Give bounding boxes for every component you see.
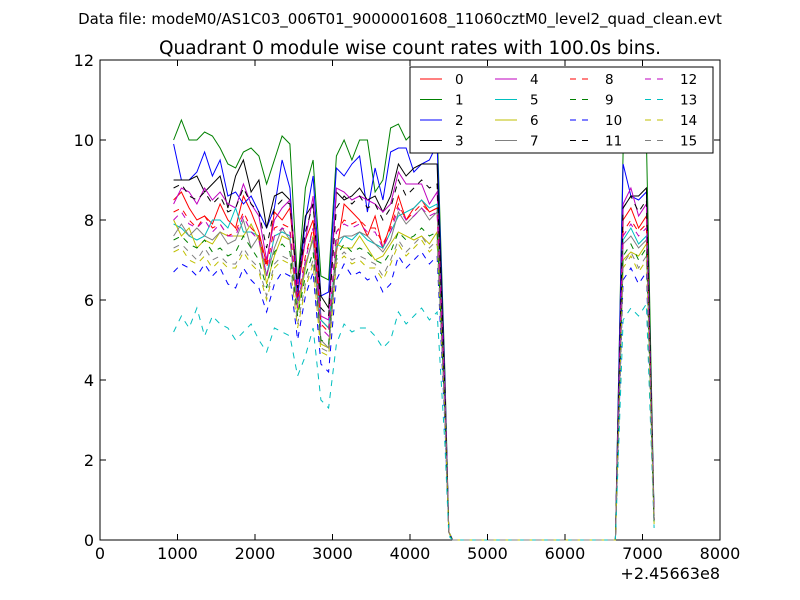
legend-label-4: 4 — [530, 72, 539, 88]
data-file-suptitle: Data file: modeM0/AS1C03_006T01_90000016… — [78, 10, 722, 29]
y-tick-label: 6 — [84, 291, 94, 310]
y-tick-label: 12 — [74, 51, 94, 70]
series-line-14 — [173, 239, 655, 541]
legend-box — [409, 66, 714, 154]
x-tick-label: 2000 — [235, 544, 276, 563]
y-tick-label: 4 — [84, 371, 94, 390]
legend-label-9: 9 — [605, 93, 614, 109]
series-layer — [173, 118, 655, 541]
legend-label-0: 0 — [455, 72, 464, 88]
legend-label-11: 11 — [605, 134, 622, 150]
legend-label-12: 12 — [680, 72, 697, 88]
legend-label-7: 7 — [530, 134, 539, 150]
y-tick-label: 10 — [74, 131, 94, 150]
x-tick-label: 6000 — [545, 544, 586, 563]
legend-label-3: 3 — [455, 134, 464, 150]
series-line-9 — [173, 227, 655, 541]
series-line-10 — [173, 251, 655, 541]
x-tick-label: 1000 — [157, 544, 198, 563]
legend-label-6: 6 — [530, 113, 539, 129]
legend-label-2: 2 — [455, 113, 464, 129]
legend-label-5: 5 — [530, 93, 539, 109]
legend-label-14: 14 — [680, 113, 697, 129]
x-axis-offset-label: +2.45663e8 — [620, 564, 720, 583]
legend-label-10: 10 — [605, 113, 622, 129]
y-tick-label: 0 — [84, 531, 94, 550]
x-tick-label: 8000 — [700, 544, 741, 563]
legend-label-1: 1 — [455, 93, 464, 109]
x-tick-label: 7000 — [622, 544, 663, 563]
x-tick-label: 4000 — [390, 544, 431, 563]
chart-title: Quadrant 0 module wise count rates with … — [159, 38, 661, 59]
y-tick-label: 8 — [84, 211, 94, 230]
axis-ticks: 0 1000 2000 3000 4000 5000 6000 7000 80000246810… — [74, 51, 741, 563]
y-tick-label: 2 — [84, 451, 94, 470]
x-tick-label: 3000 — [312, 544, 353, 563]
legend-label-13: 13 — [680, 93, 697, 109]
legend-label-15: 15 — [680, 134, 697, 150]
legend-label-8: 8 — [605, 72, 614, 88]
series-line-15 — [173, 235, 655, 541]
x-tick-label: 0 — [95, 544, 105, 563]
x-tick-label: 5000 — [467, 544, 508, 563]
